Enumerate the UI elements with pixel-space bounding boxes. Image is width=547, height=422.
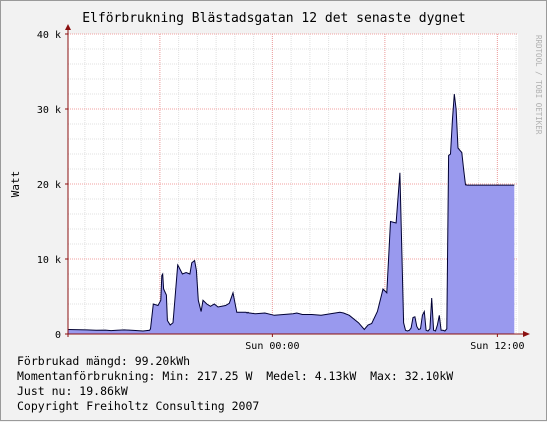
series-area bbox=[68, 94, 515, 334]
axes bbox=[65, 24, 530, 337]
instant-consumption-stats: Momentanförbrukning: Min: 217.25 W Medel… bbox=[17, 369, 454, 383]
y-tick-label: 40 k bbox=[37, 30, 61, 41]
y-axis-label: Watt bbox=[9, 171, 22, 198]
chart-title: Elförbrukning Blästadsgatan 12 det senas… bbox=[82, 11, 466, 26]
y-tick-label: 0 bbox=[55, 330, 61, 341]
x-axis-arrow bbox=[523, 331, 530, 337]
x-tick-label: Sun 12:00 bbox=[470, 341, 524, 352]
y-tick-label: 10 k bbox=[37, 255, 61, 266]
series-line bbox=[67, 93, 515, 332]
y-tick-labels: 0 10 k 20 k 30 k 40 k bbox=[37, 30, 68, 341]
copyright: Copyright Freiholtz Consulting 2007 bbox=[17, 399, 260, 413]
x-tick-label: Sun 00:00 bbox=[245, 341, 299, 352]
x-tick-labels: Sun 00:00 Sun 12:00 bbox=[245, 334, 524, 352]
current-power: Just nu: 19.86kW bbox=[17, 384, 128, 398]
y-tick-label: 20 k bbox=[37, 180, 61, 191]
y-axis-arrow bbox=[65, 24, 71, 30]
rrdtool-watermark: RRDTOOL / TOBI OETIKER bbox=[534, 35, 543, 135]
consumed-energy: Förbrukad mängd: 99.20kWh bbox=[17, 354, 191, 368]
y-tick-label: 30 k bbox=[37, 105, 61, 116]
